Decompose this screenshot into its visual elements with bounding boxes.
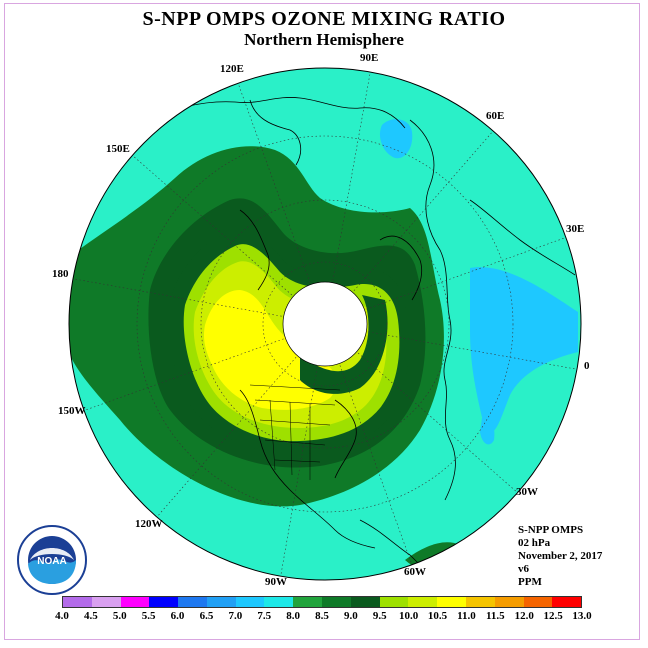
- lon-label-60e: 60E: [486, 110, 505, 122]
- colorbar: [62, 596, 582, 608]
- lon-label-120w: 120W: [135, 518, 163, 530]
- lon-label-60w: 60W: [404, 566, 426, 578]
- colorbar-segment: [235, 597, 265, 607]
- map-title: S-NPP OMPS OZONE MIXING RATIO: [142, 8, 506, 30]
- info-level: 02 hPa: [518, 537, 551, 549]
- ozone-arm-dark: [300, 295, 388, 394]
- lon-label-30w: 30W: [516, 486, 538, 498]
- lon-label-150w: 150W: [58, 405, 86, 417]
- lon-label-120e: 120E: [220, 63, 244, 75]
- colorbar-tick-label: 12.0: [514, 610, 534, 622]
- colorbar-tick-label: 7.0: [228, 610, 243, 622]
- info-units: PPM: [518, 576, 542, 588]
- colorbar-segment: [408, 597, 438, 607]
- colorbar-segment: [120, 597, 150, 607]
- ozone-lowblue-north: [379, 119, 413, 159]
- colorbar-segment: [264, 597, 294, 607]
- colorbar-segment: [63, 597, 92, 607]
- colorbar-tick-label: 10.0: [399, 610, 419, 622]
- colorbar-segment: [552, 597, 582, 607]
- colorbar-tick-label: 5.5: [141, 610, 156, 622]
- colorbar-segment: [322, 597, 351, 607]
- colorbar-segment: [494, 597, 524, 607]
- colorbar-tick-label: 9.5: [372, 610, 387, 622]
- info-version: v6: [518, 563, 529, 575]
- colorbar-tick-label: 11.0: [457, 610, 476, 622]
- colorbar-tick-label: 4.5: [84, 610, 98, 622]
- noaa-logo-text: NOAA: [37, 556, 66, 567]
- info-date: November 2, 2017: [518, 550, 603, 562]
- colorbar-segment: [293, 597, 323, 607]
- ozone-lowblue-small: [480, 416, 495, 445]
- colorbar-segment: [178, 597, 207, 607]
- colorbar-segment: [149, 597, 179, 607]
- colorbar-tick-label: 8.5: [315, 610, 329, 622]
- lon-label-90e: 90E: [360, 52, 379, 64]
- graticule: [69, 68, 581, 580]
- lon-label-90w: 90W: [265, 576, 287, 588]
- coastlines: [149, 97, 576, 580]
- info-block: S-NPP OMPS 02 hPa November 2, 2017 v6 PP…: [518, 524, 602, 589]
- lon-label-0: 0: [584, 360, 590, 372]
- colorbar-tick-label: 6.0: [170, 610, 185, 622]
- colorbar-segment: [350, 597, 380, 607]
- lon-label-30e: 30E: [566, 223, 585, 235]
- noaa-logo: NOAA: [17, 525, 87, 595]
- colorbar-segment: [91, 597, 121, 607]
- ozone-field: [69, 68, 581, 580]
- colorbar-labels: 4.0 4.5 5.0 5.5 6.0 6.5 7.0 7.5 8.0 8.5 9.0 9.5 10.0…: [40, 610, 604, 624]
- colorbar-tick-label: 11.5: [486, 610, 505, 622]
- map-subtitle: Northern Hemisphere: [244, 30, 404, 49]
- colorbar-segment: [437, 597, 466, 607]
- colorbar-tick-label: 13.0: [572, 610, 592, 622]
- colorbar-tick-label: 6.5: [199, 610, 214, 622]
- colorbar-tick-label: 12.5: [543, 610, 563, 622]
- colorbar-segment: [465, 597, 495, 607]
- lon-label-180: 180: [52, 268, 69, 280]
- polar-night-cap: [282, 281, 368, 367]
- colorbar-tick-label: 10.5: [427, 610, 448, 622]
- colorbar-tick-label: 7.5: [257, 610, 272, 622]
- colorbar-tick-label: 8.0: [286, 610, 300, 622]
- map-boundary: [68, 67, 582, 581]
- political-boundaries: [249, 384, 341, 480]
- colorbar-segment: [523, 597, 553, 607]
- lon-label-150e: 150E: [106, 143, 130, 155]
- colorbar-segment: [379, 597, 409, 607]
- colorbar-segment: [206, 597, 236, 607]
- info-instrument: S-NPP OMPS: [518, 524, 584, 536]
- colorbar-tick-label: 9.0: [344, 610, 358, 622]
- colorbar-tick-label: 4.0: [55, 610, 69, 622]
- ozone-lowblue-east: [470, 267, 578, 433]
- colorbar-tick-label: 5.0: [112, 610, 127, 622]
